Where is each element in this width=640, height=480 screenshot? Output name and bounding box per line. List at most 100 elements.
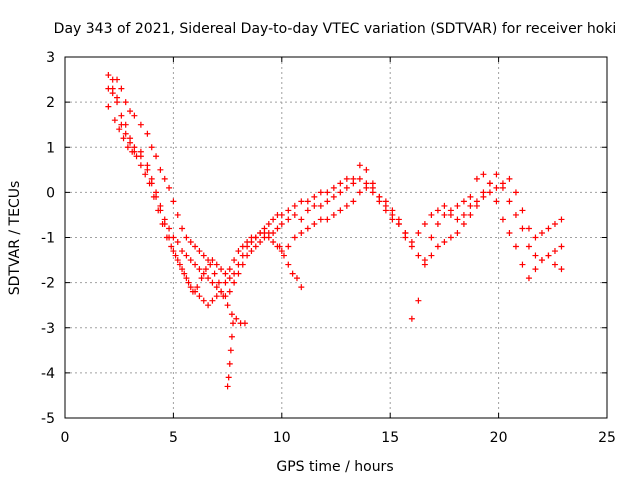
data-point [226,266,233,273]
data-point [179,266,186,273]
data-point [196,266,203,273]
data-point [337,189,344,196]
data-point [337,180,344,187]
data-point [161,175,168,182]
data-point [545,252,552,259]
data-point [428,234,435,241]
data-point [146,180,153,187]
data-point [116,126,123,133]
data-point [376,193,383,200]
data-point [225,374,232,381]
axis-ticks: 0 5 10 15 20 25 -5 -4 -3 -2 -1 0 1 2 3 [41,50,616,446]
data-point [317,189,324,196]
data-point [179,248,186,255]
data-point [142,171,149,178]
data-point [133,153,140,160]
x-tick-label: 25 [598,430,616,446]
data-point [222,270,229,277]
data-point [224,302,231,309]
data-point [166,225,173,232]
y-axis-label: SDTVAR / TECUs [7,181,23,296]
data-point [183,252,190,259]
y-tick-label: 3 [46,50,55,66]
data-point [350,198,357,205]
y-tick-label: -2 [41,276,55,292]
data-point [519,207,526,214]
data-point [189,288,196,295]
data-point [181,270,188,277]
data-point [244,239,251,246]
data-point [291,211,298,218]
data-point [231,279,238,286]
data-point [194,284,201,291]
data-point [200,297,207,304]
data-point [265,234,272,241]
data-point [415,229,422,236]
data-point [231,257,238,264]
data-point [421,261,428,268]
data-point [228,333,235,340]
data-point [166,184,173,191]
data-point [350,175,357,182]
data-point [304,207,311,214]
data-point [235,248,242,255]
data-point [129,148,136,155]
data-point [441,239,448,246]
data-point [183,275,190,282]
data-point [196,248,203,255]
data-point [460,211,467,218]
chart-title: Day 343 of 2021, Sidereal Day-to-day VTE… [54,21,617,37]
data-point [153,153,160,160]
data-point [218,288,225,295]
data-point [558,266,565,273]
data-point [311,220,318,227]
data-point [506,175,513,182]
data-point [473,175,480,182]
data-point [174,211,181,218]
series-trace-d [111,117,248,327]
data-point [159,220,166,227]
data-point [187,284,194,291]
data-point [118,121,125,128]
data-point [421,220,428,227]
data-point [408,243,415,250]
data-point [176,261,183,268]
data-point [480,171,487,178]
data-point [202,266,209,273]
data-point [163,234,170,241]
data-point [213,293,220,300]
data-point [324,198,331,205]
data-point [551,248,558,255]
data-point [434,243,441,250]
data-point [209,279,216,286]
data-point [311,193,318,200]
data-points [105,72,565,390]
data-point [224,383,231,390]
data-point [183,234,190,241]
data-point [512,243,519,250]
data-point [248,248,255,255]
data-point [499,216,506,223]
data-point [363,166,370,173]
data-point [200,252,207,259]
data-point [205,275,212,282]
data-point [231,270,238,277]
data-point [343,202,350,209]
x-tick-label: 10 [273,430,291,446]
data-point [137,121,144,128]
data-point [157,166,164,173]
y-tick-label: 0 [46,185,55,201]
data-point [211,270,218,277]
data-point [506,229,513,236]
data-point [150,193,157,200]
data-point [265,220,272,227]
series-dip-10h [276,243,305,291]
data-point [434,207,441,214]
grid-lines [65,57,607,418]
data-point [486,189,493,196]
data-point [105,72,112,79]
data-point [170,248,177,255]
data-point [428,211,435,218]
data-point [486,180,493,187]
